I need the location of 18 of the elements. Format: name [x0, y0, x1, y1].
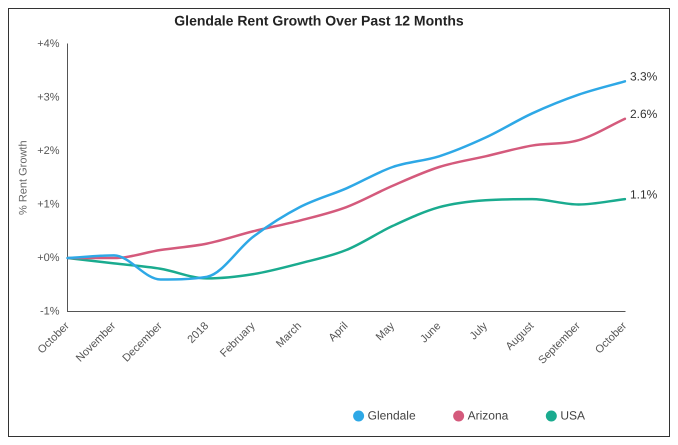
legend-label: Glendale	[368, 408, 416, 422]
y-tick-label: +4%	[37, 38, 60, 50]
line-series	[66, 118, 626, 260]
legend-label: Arizona	[468, 408, 509, 422]
y-tick-label: -1%	[40, 306, 60, 318]
data-label: 2.6%	[630, 107, 658, 122]
y-tick-label: +3%	[37, 91, 60, 104]
data-label: 3.3%	[630, 70, 658, 84]
chart-title: Glendale Rent Growth Over Past 12 Months	[174, 12, 464, 28]
y-axis-title: % Rent Growth	[18, 140, 30, 216]
x-tick-label: May	[374, 320, 398, 344]
line-series	[66, 80, 626, 281]
y-tick-label: +1%	[37, 198, 60, 211]
data-label: 1.1%	[630, 187, 658, 202]
legend-label: USA	[560, 408, 586, 422]
x-tick-label: July	[468, 320, 490, 342]
y-tick-label: +2%	[37, 144, 60, 157]
y-tick-label: +0%	[37, 252, 60, 264]
